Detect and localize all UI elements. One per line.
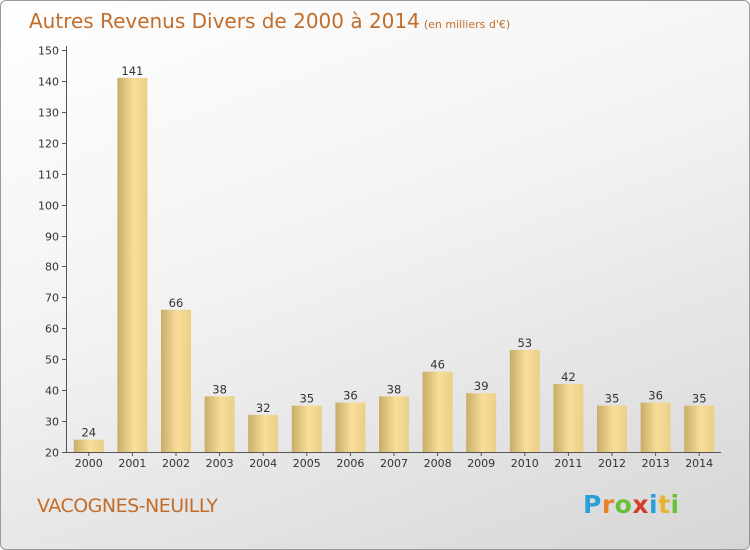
- x-tick-label: 2009: [467, 457, 495, 470]
- y-tick-label: 130: [38, 107, 59, 120]
- bar: [640, 402, 671, 452]
- bar: [466, 393, 497, 452]
- data-label: 35: [299, 392, 314, 406]
- bar: [73, 439, 104, 452]
- proxiti-logo: Proxiti: [583, 490, 680, 519]
- data-label: 46: [430, 358, 445, 372]
- bar: [509, 349, 540, 452]
- data-label: 35: [692, 392, 707, 406]
- data-label: 36: [343, 389, 358, 403]
- x-tick-label: 2002: [162, 457, 190, 470]
- bar: [291, 405, 322, 452]
- data-label: 35: [605, 392, 620, 406]
- y-tick-label: 20: [45, 447, 59, 460]
- commune-name: VACOGNES-NEUILLY: [37, 495, 218, 517]
- x-tick-label: 2007: [380, 457, 408, 470]
- x-tick-label: 2014: [685, 457, 713, 470]
- bar: [161, 309, 191, 452]
- x-tick-label: 2004: [249, 457, 277, 470]
- bar: [422, 371, 453, 452]
- x-tick-label: 2010: [511, 457, 539, 470]
- y-tick-label: 140: [38, 76, 59, 89]
- chart-title: Autres Revenus Divers de 2000 à 2014 (en …: [29, 9, 511, 33]
- data-label: 66: [169, 296, 184, 310]
- y-tick-label: 70: [45, 292, 59, 305]
- y-tick-label: 100: [38, 200, 59, 213]
- data-label: 141: [121, 64, 143, 78]
- bar: [204, 396, 235, 452]
- data-label: 42: [561, 370, 576, 384]
- bar: [597, 405, 627, 452]
- y-tick-label: 40: [45, 385, 59, 398]
- x-tick-label: 2013: [642, 457, 670, 470]
- y-tick-label: 80: [45, 261, 59, 274]
- bar: [379, 396, 409, 452]
- y-tick-label: 50: [45, 354, 59, 367]
- data-label: 24: [81, 426, 96, 440]
- x-tick-label: 2008: [424, 457, 452, 470]
- x-tick-label: 2000: [75, 457, 103, 470]
- y-tick-label: 90: [45, 231, 59, 244]
- x-tick-label: 2012: [598, 457, 626, 470]
- x-tick-label: 2001: [118, 457, 146, 470]
- data-label: 39: [474, 379, 489, 393]
- y-tick-label: 150: [38, 45, 59, 58]
- chart-subtitle: (en milliers d'€): [423, 18, 511, 31]
- bar: [335, 402, 366, 452]
- data-label: 53: [517, 336, 532, 350]
- bar: [117, 77, 148, 452]
- data-label: 38: [387, 382, 402, 396]
- y-tick-label: 110: [38, 169, 59, 182]
- data-label: 38: [212, 382, 227, 396]
- bar: [248, 414, 279, 452]
- x-tick-label: 2006: [336, 457, 364, 470]
- bar: [684, 405, 715, 452]
- y-tick-label: 60: [45, 323, 59, 336]
- x-tick-label: 2005: [293, 457, 321, 470]
- data-label: 36: [648, 389, 663, 403]
- x-tick-label: 2011: [554, 457, 582, 470]
- data-label: 32: [256, 401, 271, 415]
- bar: [553, 383, 584, 452]
- y-tick-label: 30: [45, 416, 59, 429]
- y-tick-label: 120: [38, 138, 59, 151]
- x-tick-label: 2003: [206, 457, 234, 470]
